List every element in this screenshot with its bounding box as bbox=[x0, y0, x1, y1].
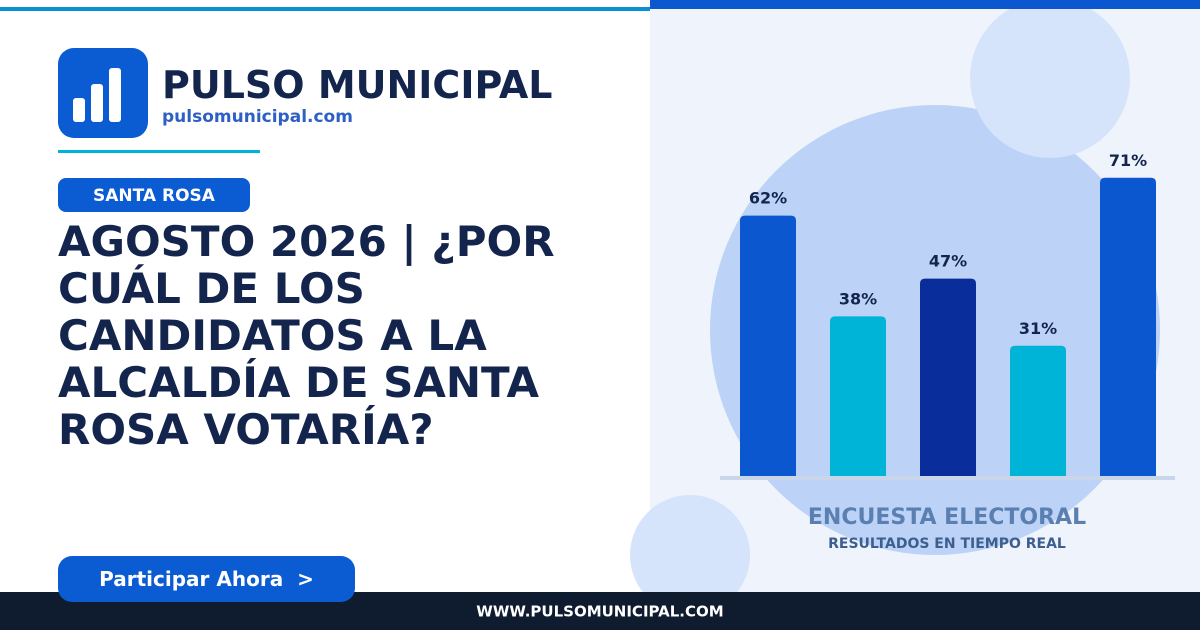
footer: WWW.PULSOMUNICIPAL.COM bbox=[476, 603, 723, 621]
brand-url: pulsomunicipal.com bbox=[162, 107, 353, 127]
value-label: 38% bbox=[839, 289, 877, 308]
bar bbox=[1100, 177, 1156, 477]
chart-title: ENCUESTA ELECTORAL bbox=[808, 505, 1086, 530]
headline: AGOSTO 2026 | ¿POR CUÁL DE LOS CANDIDATO… bbox=[58, 217, 555, 454]
value-label: 47% bbox=[929, 252, 967, 271]
bar bbox=[830, 316, 886, 476]
value-label: 62% bbox=[749, 189, 787, 208]
tag: SANTA ROSA bbox=[93, 186, 216, 206]
bar bbox=[1010, 345, 1066, 476]
value-label: 71% bbox=[1109, 151, 1147, 170]
chart-subtitle: RESULTADOS EN TIEMPO REAL bbox=[828, 536, 1066, 552]
bar bbox=[740, 215, 796, 476]
cta-button[interactable]: Participar Ahora > bbox=[58, 556, 355, 602]
brand-name: PULSO MUNICIPAL bbox=[162, 63, 552, 107]
bar bbox=[920, 278, 976, 476]
value-label: 31% bbox=[1019, 319, 1057, 338]
